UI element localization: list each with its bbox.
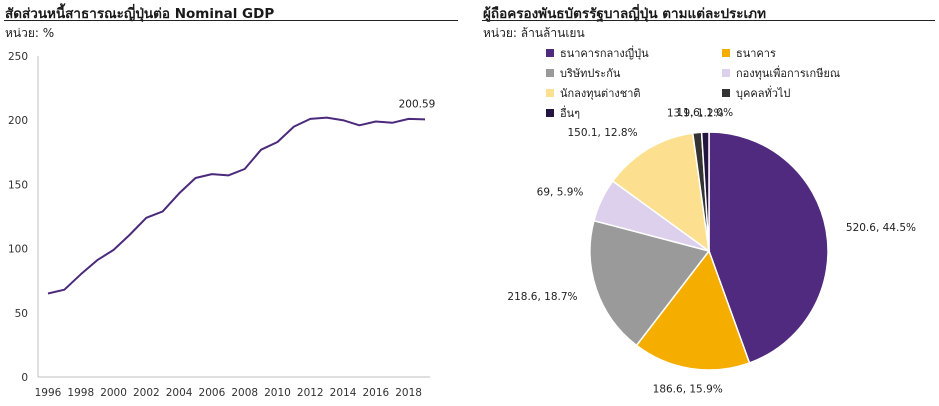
pie-chart-unit: หน่วย: ล้านล้านเยน bbox=[483, 26, 585, 40]
legend-swatch bbox=[546, 69, 554, 77]
pie-slice-label: 13.9, 1.2% bbox=[667, 108, 724, 120]
pie-chart: 520.6, 44.5% 186.6, 15.9% 218.6, 18.7% 69, … bbox=[507, 107, 916, 395]
pie-slice bbox=[635, 249, 751, 371]
jgb-holders-panel: ผู้ถือครองพันธบัตรรัฐบาลญี่ปุ่น ตามแต่ละ… bbox=[478, 0, 939, 406]
x-tick-label: 2006 bbox=[199, 387, 226, 399]
legend-label: บุคคลทั่วไป bbox=[736, 87, 791, 100]
y-tick-label: 0 bbox=[21, 372, 28, 384]
legend-swatch bbox=[546, 89, 554, 97]
x-tick-label: 2010 bbox=[264, 387, 291, 399]
pie-slice-label: 69, 5.9% bbox=[537, 186, 584, 198]
legend-item: บุคคลทั่วไป bbox=[722, 84, 790, 102]
line-chart-title: สัดส่วนหนี้สาธารณะญี่ปุ่นต่อ Nominal GDP bbox=[5, 6, 275, 22]
legend-item: กองทุนเพื่อการเกษียณ bbox=[722, 64, 840, 82]
x-tick-label: 2018 bbox=[395, 387, 422, 399]
pie-slice bbox=[611, 132, 710, 253]
legend-swatch bbox=[546, 109, 554, 117]
legend-label: ธนาคารกลางญี่ปุ่น bbox=[560, 47, 649, 60]
legend-swatch bbox=[722, 69, 730, 77]
pie-slice bbox=[589, 219, 711, 347]
legend-label: กองทุนเพื่อการเกษียณ bbox=[736, 67, 841, 80]
legend-item: บริษัทประกัน bbox=[546, 64, 620, 82]
legend-item: อื่นๆ bbox=[546, 104, 580, 122]
pie-slice-label: 11.6, 1.0% bbox=[676, 107, 733, 119]
x-tick-label: 2008 bbox=[231, 387, 258, 399]
pie-slice-label: 150.1, 12.8% bbox=[568, 127, 638, 139]
legend-swatch bbox=[546, 49, 554, 57]
x-tick-label: 1998 bbox=[67, 387, 94, 399]
x-tick-label: 1996 bbox=[35, 387, 62, 399]
y-tick-label: 200 bbox=[8, 115, 28, 127]
line-chart-title-rule bbox=[4, 20, 458, 21]
legend-swatch bbox=[722, 49, 730, 57]
legend-label: นักลงทุนต่างชาติ bbox=[560, 87, 641, 100]
x-tick-label: 2014 bbox=[330, 387, 357, 399]
pie-slice-label: 186.6, 15.9% bbox=[653, 383, 723, 395]
line-chart-unit: หน่วย: % bbox=[5, 26, 55, 40]
y-tick-label: 50 bbox=[15, 308, 28, 320]
pie-chart-title: ผู้ถือครองพันธบัตรรัฐบาลญี่ปุ่น ตามแต่ละ… bbox=[483, 6, 766, 22]
y-tick-label: 100 bbox=[8, 244, 28, 256]
legend-item: นักลงทุนต่างชาติ bbox=[546, 84, 641, 102]
legend-label: อื่นๆ bbox=[560, 107, 581, 120]
y-tick-label: 250 bbox=[8, 51, 28, 63]
legend-item: ธนาคารกลางญี่ปุ่น bbox=[546, 44, 649, 62]
last-value-label: 200.59 bbox=[399, 98, 436, 110]
legend-item: ธนาคาร bbox=[722, 44, 776, 62]
legend-label: ธนาคาร bbox=[736, 47, 776, 60]
y-tick-label: 150 bbox=[8, 179, 28, 191]
debt-ratio-line bbox=[47, 116, 426, 295]
pie-slice bbox=[708, 131, 829, 364]
pie-chart-title-rule bbox=[482, 20, 935, 21]
pie-slice-label: 218.6, 18.7% bbox=[507, 291, 577, 303]
x-tick-label: 2012 bbox=[297, 387, 324, 399]
x-tick-label: 2000 bbox=[100, 387, 127, 399]
pie-slice bbox=[700, 131, 710, 252]
legend-label: บริษัทประกัน bbox=[560, 67, 621, 80]
pie-slice-label: 520.6, 44.5% bbox=[846, 222, 916, 234]
x-tick-label: 2004 bbox=[166, 387, 193, 399]
debt-to-gdp-panel: สัดส่วนหนี้สาธารณะญี่ปุ่นต่อ Nominal GDP… bbox=[0, 0, 462, 406]
legend-swatch bbox=[722, 89, 730, 97]
x-tick-label: 2002 bbox=[133, 387, 160, 399]
line-chart: 0 50 100 150 200 250 1996 1998 2000 2002 2004 2006… bbox=[8, 51, 436, 399]
x-tick-label: 2016 bbox=[362, 387, 389, 399]
